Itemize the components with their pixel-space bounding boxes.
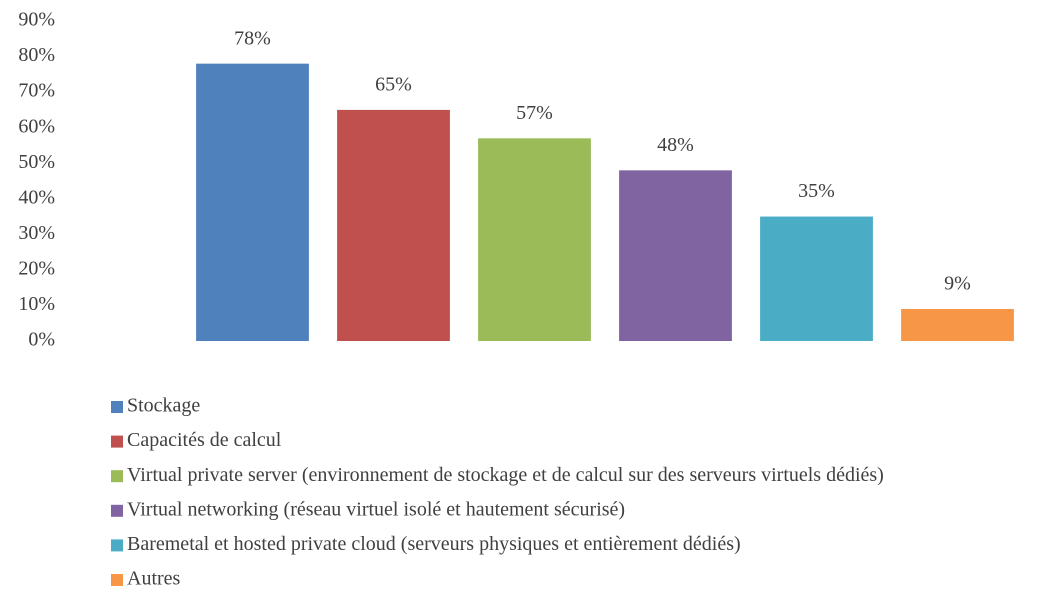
- y-tick-label: 20%: [18, 257, 55, 279]
- y-tick-label: 60%: [18, 115, 55, 137]
- legend-swatch: [111, 470, 123, 483]
- y-tick-label: 0%: [28, 329, 55, 351]
- legend-swatch: [111, 504, 123, 517]
- legend-label: Virtual private server (environnement de…: [127, 464, 884, 486]
- y-tick-label: 80%: [18, 44, 55, 66]
- legend-swatch: [111, 574, 123, 586]
- y-tick-label: 10%: [18, 293, 55, 315]
- data-label: 48%: [657, 134, 694, 156]
- y-tick-label: 30%: [18, 222, 55, 244]
- legend-label: Baremetal et hosted private cloud (serve…: [127, 533, 741, 555]
- y-tick-label: 40%: [18, 186, 55, 208]
- y-tick-label: 50%: [18, 151, 55, 173]
- legend-label: Autres: [127, 568, 181, 590]
- legend-label: Virtual networking (réseau virtuel isolé…: [127, 498, 625, 520]
- legend-swatch: [111, 401, 123, 413]
- data-label: 9%: [944, 273, 971, 295]
- legend-swatch: [111, 539, 123, 552]
- bar: [196, 63, 309, 342]
- y-tick-label: 70%: [18, 80, 55, 102]
- data-label: 78%: [234, 27, 271, 49]
- data-label: 35%: [798, 180, 835, 202]
- bar: [478, 138, 591, 341]
- legend-label: Capacités de calcul: [127, 429, 282, 451]
- bar: [901, 309, 1014, 341]
- y-tick-label: 90%: [18, 9, 55, 31]
- bar: [619, 170, 732, 341]
- data-label: 65%: [375, 73, 412, 95]
- bar: [760, 216, 873, 341]
- bar: [337, 109, 450, 341]
- legend-swatch: [111, 435, 123, 448]
- data-label: 57%: [516, 102, 553, 124]
- legend-label: Stockage: [127, 395, 200, 417]
